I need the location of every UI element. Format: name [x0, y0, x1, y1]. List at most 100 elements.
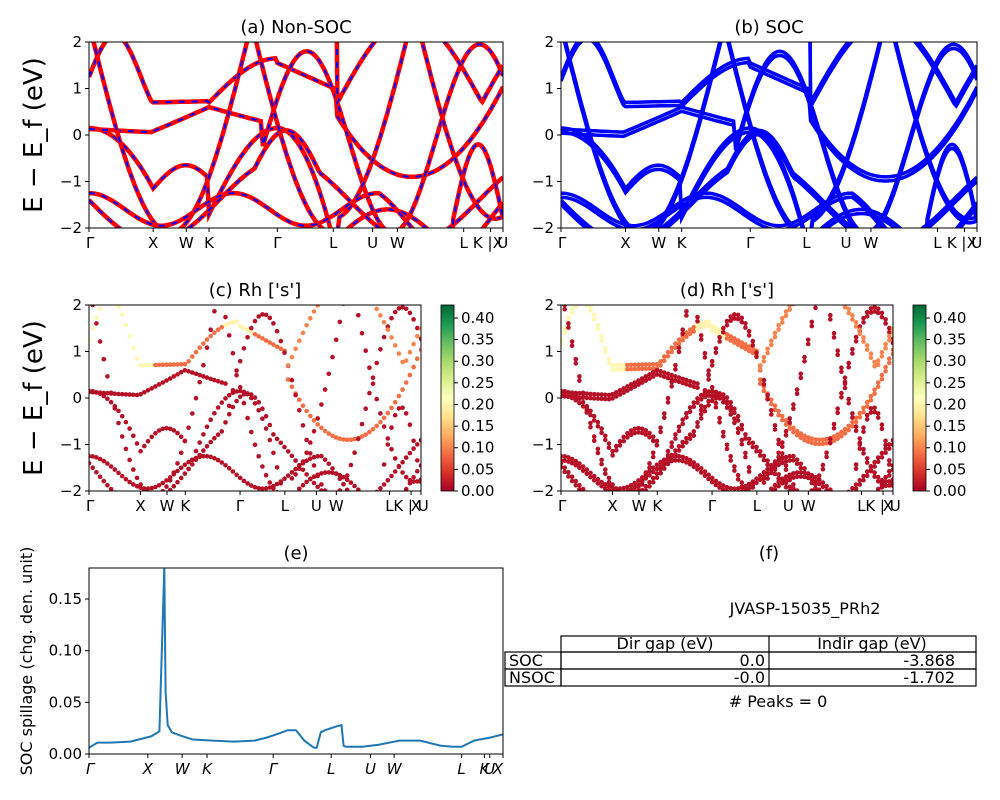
- xtick-label: Γ: [236, 497, 245, 515]
- panel-a-bands: [89, 42, 503, 228]
- projected-point: [160, 426, 166, 432]
- xtick-label: L: [385, 497, 394, 515]
- projected-point: [588, 408, 593, 414]
- projected-point: [890, 340, 893, 346]
- projected-point: [215, 327, 221, 333]
- projected-point: [260, 312, 265, 317]
- xtick-label: L: [281, 497, 290, 515]
- projected-point: [193, 371, 199, 377]
- projected-point: [628, 487, 634, 491]
- projected-point: [378, 419, 383, 425]
- projected-point: [739, 344, 745, 350]
- projected-point: [794, 391, 800, 397]
- projected-point: [374, 489, 379, 491]
- projected-point: [591, 438, 597, 444]
- projected-point: [857, 442, 863, 447]
- projected-point: [757, 363, 763, 368]
- projected-point: [105, 396, 110, 402]
- projected-point: [864, 347, 870, 352]
- projected-point: [278, 440, 284, 446]
- projected-point: [791, 471, 796, 476]
- projected-point: [595, 326, 601, 332]
- projected-point: [647, 366, 652, 371]
- projected-point: [418, 347, 421, 353]
- colorbar-tick-label: 0.20: [461, 395, 494, 413]
- projected-point: [632, 426, 638, 432]
- panel-b-bands: [561, 42, 977, 228]
- projected-point: [846, 364, 851, 370]
- projected-point: [684, 410, 689, 416]
- projected-point: [739, 441, 745, 447]
- projected-point: [875, 479, 881, 484]
- projected-point: [861, 335, 866, 340]
- xtick-label: X: [620, 234, 630, 252]
- projected-point: [599, 461, 604, 467]
- projected-point: [580, 486, 586, 491]
- projected-point: [577, 487, 582, 491]
- projected-point: [138, 448, 143, 454]
- projected-point: [208, 417, 213, 423]
- projected-point: [333, 435, 339, 440]
- ytick-label: 0.00: [49, 745, 82, 763]
- projected-point: [588, 308, 593, 314]
- projected-point: [724, 405, 730, 410]
- colorbar-tick-label: 0.00: [933, 482, 966, 500]
- projected-point: [791, 458, 796, 463]
- projected-point: [628, 362, 634, 368]
- projected-point: [687, 409, 693, 415]
- projected-point: [669, 440, 674, 445]
- projected-point: [647, 435, 652, 440]
- projected-point: [691, 329, 697, 334]
- projected-point: [293, 392, 298, 398]
- projected-point: [640, 492, 645, 497]
- projected-point: [304, 323, 309, 328]
- projected-point: [680, 380, 685, 386]
- projected-point: [673, 341, 678, 346]
- projected-point: [621, 362, 626, 368]
- projected-point: [164, 362, 169, 368]
- projected-point: [735, 426, 741, 431]
- projected-point: [662, 411, 667, 416]
- projected-point: [418, 463, 421, 468]
- projected-point: [632, 430, 638, 436]
- projected-point: [739, 319, 745, 325]
- projected-point: [215, 457, 221, 463]
- projected-point: [584, 410, 590, 415]
- projected-point: [415, 356, 420, 362]
- projected-point: [621, 438, 626, 444]
- projected-point: [381, 334, 387, 340]
- xtick-label: W: [329, 497, 344, 515]
- projected-point: [650, 454, 656, 460]
- projected-point: [223, 420, 228, 425]
- projected-point: [374, 360, 380, 366]
- projected-point: [750, 346, 756, 352]
- projected-point: [304, 479, 309, 485]
- projected-point: [636, 478, 641, 483]
- projected-point: [868, 468, 874, 473]
- projected-point: [676, 444, 682, 449]
- projected-point: [662, 358, 667, 364]
- projected-point: [223, 463, 228, 468]
- projected-point: [680, 376, 685, 382]
- projected-point: [182, 438, 188, 444]
- projected-point: [182, 462, 188, 468]
- projected-point: [389, 315, 394, 321]
- projected-point: [643, 366, 649, 372]
- projected-point: [577, 374, 582, 379]
- projected-point: [761, 453, 767, 459]
- panel-d-title: (d) Rh ['s']: [680, 280, 774, 301]
- projected-point: [887, 333, 892, 339]
- ytick-label: −2: [532, 482, 554, 500]
- projected-point: [606, 360, 612, 366]
- projected-point: [846, 310, 851, 316]
- projected-point: [249, 429, 254, 435]
- projected-point: [603, 349, 608, 355]
- projected-point: [750, 350, 756, 356]
- projected-point: [352, 483, 357, 489]
- projected-point: [237, 384, 243, 390]
- projected-point: [606, 441, 612, 446]
- projected-point: [721, 433, 726, 439]
- projected-point: [625, 388, 630, 393]
- projected-point: [97, 390, 103, 396]
- projected-point: [721, 392, 726, 397]
